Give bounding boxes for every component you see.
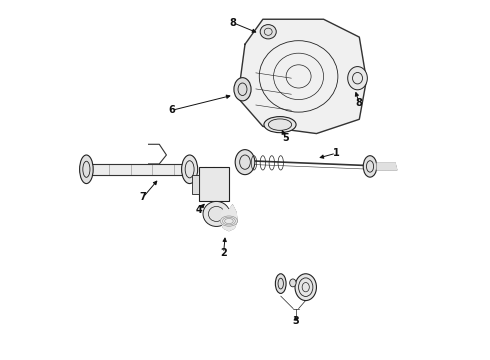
- Ellipse shape: [203, 202, 230, 226]
- Polygon shape: [238, 19, 367, 134]
- Text: 5: 5: [282, 133, 289, 143]
- Polygon shape: [84, 164, 188, 175]
- Ellipse shape: [290, 279, 296, 287]
- Ellipse shape: [264, 117, 296, 133]
- Ellipse shape: [79, 155, 93, 184]
- Ellipse shape: [182, 155, 197, 184]
- Polygon shape: [220, 205, 237, 231]
- Ellipse shape: [235, 150, 255, 175]
- Text: 8: 8: [230, 18, 237, 28]
- Text: 8: 8: [356, 98, 363, 108]
- Bar: [198, 167, 229, 202]
- Text: 4: 4: [195, 205, 202, 215]
- Text: 2: 2: [220, 248, 227, 258]
- Text: 1: 1: [333, 148, 340, 158]
- Ellipse shape: [295, 274, 317, 301]
- Text: 6: 6: [169, 105, 175, 115]
- Bar: [192, 175, 198, 194]
- Ellipse shape: [348, 67, 368, 90]
- Ellipse shape: [234, 78, 251, 101]
- Ellipse shape: [275, 274, 286, 293]
- Text: 7: 7: [140, 192, 147, 202]
- Polygon shape: [377, 163, 397, 170]
- Ellipse shape: [363, 156, 377, 177]
- Text: 3: 3: [293, 316, 299, 326]
- Ellipse shape: [260, 24, 276, 39]
